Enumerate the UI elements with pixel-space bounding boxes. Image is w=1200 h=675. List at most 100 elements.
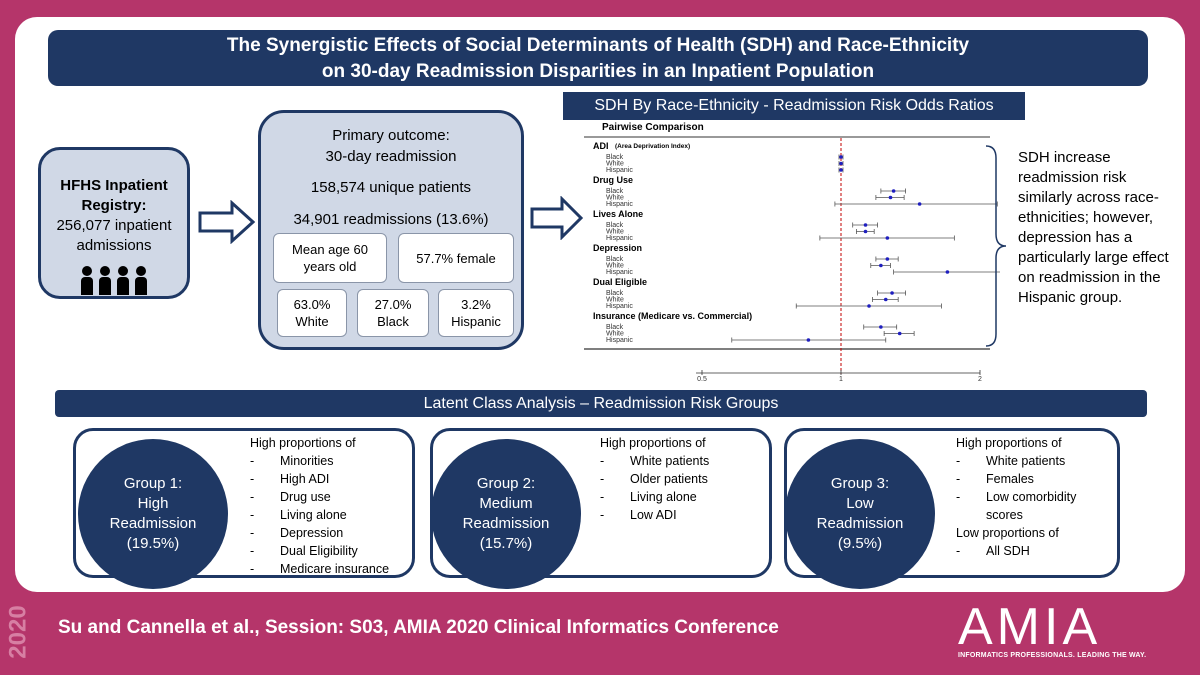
- row-label: Hispanic: [606, 269, 633, 276]
- amia-logo-icon: AMIA: [958, 600, 1097, 650]
- list-item: - White patients: [600, 454, 710, 468]
- white-pct: 63.0%: [293, 297, 331, 312]
- female-card: 57.7% female: [398, 233, 514, 283]
- arrow-right-icon: [198, 200, 256, 244]
- list-item: - Low comorbidity: [956, 490, 1077, 504]
- odds-ratio-point: [885, 236, 890, 240]
- list-item: scores: [986, 508, 1023, 522]
- row-label: Hispanic: [606, 235, 633, 242]
- group-3-heading-2: Low proportions of: [956, 526, 1059, 540]
- group-heading: ADI: [593, 141, 609, 151]
- row-label: White: [606, 195, 624, 202]
- row-label: Hispanic: [606, 303, 633, 310]
- list-item: - Older patients: [600, 472, 708, 486]
- group-1-box: Group 1: High Readmission (19.5%) High p…: [73, 428, 415, 589]
- white-card: 63.0% White: [277, 289, 347, 337]
- people-icons: [41, 266, 187, 296]
- odds-ratio-point: [863, 223, 868, 227]
- list-item: - Drug use: [250, 490, 331, 504]
- black-label: Black: [377, 314, 409, 329]
- person-icon: [99, 266, 111, 296]
- x-tick-label: 0.5: [697, 376, 707, 383]
- odds-ratio-point: [839, 161, 843, 166]
- forest-plot-svg: Pairwise Comparison 0.5 1 2 ADI (Area Depriva…: [584, 122, 1002, 383]
- list-item: - Medicare insurance: [250, 562, 390, 576]
- group-3-pct: (9.5%): [837, 535, 883, 552]
- group-1-list: High proportions of - Minorities - High AD…: [250, 434, 389, 578]
- footer-citation: Su and Cannella et al., Session: S03, AM…: [58, 617, 779, 638]
- list-item: - High ADI: [250, 472, 330, 486]
- row-label: Black: [606, 324, 624, 331]
- row-label: White: [606, 331, 624, 338]
- row-label: Hispanic: [606, 167, 633, 174]
- row-label: White: [606, 161, 624, 168]
- arrow-right-icon: [530, 196, 584, 240]
- registry-text-2: admissions: [76, 237, 152, 254]
- sdh-header: SDH By Race-Ethnicity - Readmission Risk…: [563, 92, 1025, 120]
- hispanic-label: Hispanic: [451, 314, 501, 329]
- registry-title-1: HFHS Inpatient: [60, 177, 168, 194]
- odds-ratio-point: [879, 325, 883, 329]
- group-3-box: Group 3: Low Readmission (9.5%) High pro…: [784, 428, 1120, 589]
- group-3-label: Group 3:: [830, 475, 890, 492]
- side-conclusion-text: SDH increase readmission risk similarly …: [1018, 149, 1169, 306]
- group-2-pct: (15.7%): [479, 535, 533, 552]
- row-label: Black: [606, 222, 624, 229]
- forest-plot: Pairwise Comparison 0.5 1 2 ADI (Area Depriva…: [580, 118, 1002, 384]
- row-label: Black: [606, 290, 624, 297]
- lca-title: Latent Class Analysis – Readmission Risk…: [55, 390, 1147, 417]
- group-1-pct: (19.5%): [126, 535, 180, 552]
- list-item: - Dual Eligibility: [250, 544, 358, 558]
- outcome-box: Primary outcome: 30-day readmission 158,…: [258, 110, 524, 350]
- list-item: - Females: [956, 472, 1034, 486]
- brace-icon: [985, 145, 1007, 347]
- row-label: White: [606, 263, 624, 270]
- list-item: - Low ADI: [600, 508, 677, 522]
- list-item: - Minorities: [250, 454, 334, 468]
- row-label: White: [606, 297, 624, 304]
- list-item: - Depression: [250, 526, 344, 540]
- group-3-readmission: Readmission: [816, 515, 904, 532]
- amia-tagline: INFORMATICS PROFESSIONALS. LEADING THE W…: [958, 652, 1147, 659]
- group-3-level: Low: [846, 495, 874, 512]
- row-label: Black: [606, 188, 624, 195]
- odds-ratio-point: [839, 155, 843, 159]
- odds-ratio-point: [839, 168, 843, 172]
- group-1-level: High: [137, 495, 169, 512]
- group-2-box: Group 2: Medium Readmission (15.7%) High…: [430, 428, 772, 589]
- person-icon: [135, 266, 147, 296]
- list-item: - Living alone: [600, 490, 697, 504]
- outcome-line-1: Primary outcome:: [332, 127, 450, 144]
- black-pct: 27.0%: [374, 297, 412, 312]
- row-label: Hispanic: [606, 201, 633, 208]
- odds-ratio-point: [917, 202, 922, 206]
- odds-ratio-point: [883, 297, 888, 302]
- row-label: White: [606, 229, 624, 236]
- year-watermark: 2020: [4, 605, 32, 659]
- registry-title-2: Registry:: [81, 197, 147, 214]
- group-heading: Dual Eligible: [593, 277, 647, 287]
- hispanic-pct: 3.2%: [461, 297, 491, 312]
- group-heading: Insurance (Medicare vs. Commercial): [593, 311, 752, 321]
- group-heading: Depression: [593, 243, 642, 253]
- group-2-level: Medium: [479, 495, 533, 512]
- row-label: Black: [606, 256, 624, 263]
- odds-ratio-point: [891, 189, 896, 193]
- list-item: - All SDH: [956, 544, 1030, 558]
- group-note: (Area Deprivation Index): [615, 143, 690, 150]
- group-1-readmission: Readmission: [109, 515, 197, 532]
- group-2-readmission: Readmission: [462, 515, 550, 532]
- group-2-label: Group 2:: [476, 475, 536, 492]
- person-icon: [117, 266, 129, 296]
- odds-ratio-point: [897, 331, 902, 336]
- list-item: - Living alone: [250, 508, 347, 522]
- group-1-heading: High proportions of: [250, 436, 356, 450]
- row-label: Black: [606, 154, 624, 161]
- odds-ratio-point: [945, 270, 950, 274]
- hispanic-card: 3.2% Hispanic: [438, 289, 514, 337]
- poster-title: The Synergistic Effects of Social Determ…: [48, 30, 1148, 86]
- list-item: - White patients: [956, 454, 1066, 468]
- group-2-heading: High proportions of: [600, 436, 706, 450]
- chart-title: Pairwise Comparison: [602, 122, 704, 133]
- group-heading: Drug Use: [593, 175, 633, 185]
